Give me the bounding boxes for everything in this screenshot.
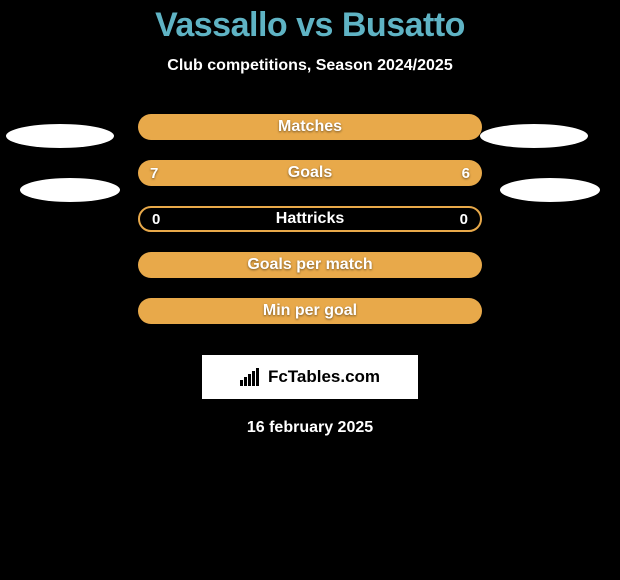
stat-label: Goals per match (247, 256, 372, 274)
stat-left-value: 0 (152, 211, 160, 228)
stat-label: Matches (278, 118, 342, 136)
stat-right-value: 0 (460, 211, 468, 228)
stat-bar-matches: Matches (138, 114, 482, 140)
comparison-title: Vassallo vs Busatto (155, 6, 465, 45)
brand-logo-box[interactable]: FcTables.com (202, 355, 418, 399)
stat-row-min-per-goal: Min per goal (0, 297, 620, 325)
stat-label: Min per goal (263, 302, 357, 320)
report-date: 16 february 2025 (247, 419, 373, 437)
stat-row-hattricks: 0 Hattricks 0 (0, 205, 620, 233)
stat-row-matches: Matches (0, 113, 620, 141)
brand-name: FcTables.com (268, 367, 380, 387)
stat-bar-goals: 7 Goals 6 (138, 160, 482, 186)
stat-bar-hattricks: 0 Hattricks 0 (138, 206, 482, 232)
stat-row-goals-per-match: Goals per match (0, 251, 620, 279)
stat-left-value: 7 (150, 165, 158, 182)
stat-right-value: 6 (462, 165, 470, 182)
stat-row-goals: 7 Goals 6 (0, 159, 620, 187)
main-container: Vassallo vs Busatto Club competitions, S… (0, 0, 620, 437)
stat-bar-goals-per-match: Goals per match (138, 252, 482, 278)
stat-label: Goals (288, 164, 332, 182)
stat-bar-min-per-goal: Min per goal (138, 298, 482, 324)
stat-label: Hattricks (276, 210, 344, 228)
comparison-subtitle: Club competitions, Season 2024/2025 (167, 57, 452, 75)
bar-chart-icon (240, 368, 262, 386)
